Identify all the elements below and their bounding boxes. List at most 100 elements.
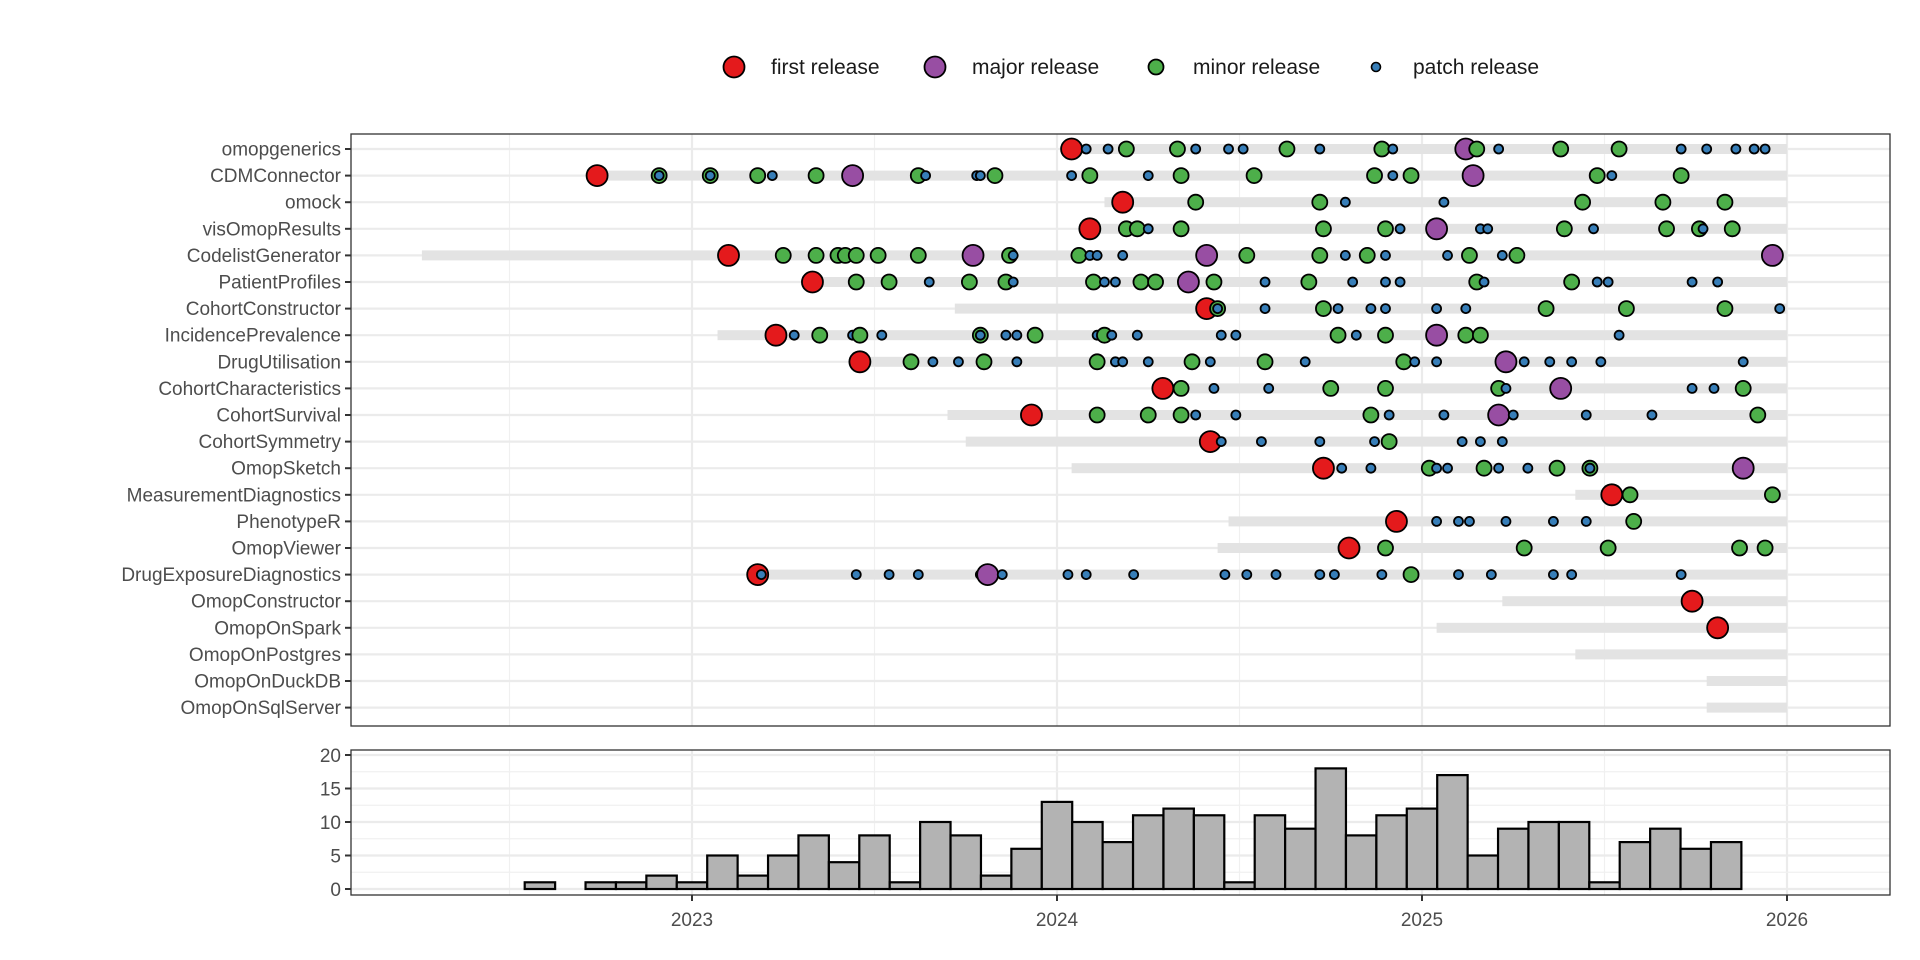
histogram-bar [797,834,830,891]
patch-release-point [1686,382,1698,394]
minor-release-point [1599,539,1617,557]
package-row [351,456,1890,480]
package-row [351,403,1890,427]
first-release-point [1060,137,1083,161]
patch-release-point [1602,276,1614,288]
patch-release-point [1387,170,1399,182]
first-release-point [1312,456,1335,480]
lifespan-bar [1436,622,1787,633]
patch-release-point [1431,516,1442,527]
patch-release-point [912,569,924,580]
first-release-point [1151,376,1175,400]
histogram-bar [766,854,800,891]
patch-release-point [1099,276,1110,288]
lifespan-bar [1071,144,1787,154]
minor-release-point [1749,406,1767,424]
patch-release-point [704,170,716,182]
patch-release-point [1759,143,1771,155]
package-label: CohortCharacteristics [158,379,341,400]
minor-release-point [1395,353,1413,371]
major-release-point [1761,243,1784,267]
patch-release-point [1270,569,1282,580]
histogram-bar [706,854,739,891]
minor-release-point [1366,167,1383,185]
minor-release-point [1716,300,1734,318]
minor-release-point [1461,246,1478,264]
minor-release-point [1172,379,1190,397]
major-release-point [1731,456,1755,480]
patch-release-point [1314,436,1326,448]
first-release-point [1078,217,1102,241]
timeline-panel: omopgenerics CDMConnector omock visOmopResu… [121,133,1891,727]
minor-release-point [1658,220,1675,238]
minor-release-point [1508,246,1526,264]
patch-release-point [927,356,939,368]
patch-release-point [996,569,1008,580]
patch-release-point [1299,356,1311,368]
minor-release-point [1472,326,1489,344]
patch-release-point [1453,516,1464,527]
patch-release-point [1117,249,1129,261]
patch-release-point [920,170,931,182]
patch-release-point [1314,569,1326,580]
minor-release-point [1183,353,1201,371]
patch-release-point [1675,569,1687,580]
timeline-panel-border [350,133,1891,727]
lifespan-bar [859,356,1787,367]
package-label: OmopConstructor [191,592,342,613]
patch-release-point [653,170,665,182]
histogram-bar [1101,840,1135,891]
minor-release-point [1621,486,1639,504]
patch-release-point [1456,436,1468,448]
patch-release-point [1062,569,1074,580]
histogram-bar [1466,854,1500,891]
patch-release-point [1380,249,1391,261]
histogram-bar [827,861,861,891]
patch-release-point [1011,356,1023,368]
patch-release-point [1230,409,1242,421]
patch-release-point [1460,303,1472,315]
histogram-bar [1588,881,1621,891]
patch-release-point [1566,569,1578,580]
first-release-point [1680,589,1704,613]
minor-release-point [1515,539,1533,557]
package-row [351,376,1890,400]
patch-release-point [1737,356,1749,368]
package-label: PatientProfiles [218,273,341,294]
minor-release-point [1377,539,1394,557]
patch-release-point [1438,196,1450,208]
patch-release-point [1584,462,1596,474]
histogram-bar [919,820,952,891]
x-tick-label: 2024 [1036,910,1079,931]
package-label: omopgenerics [222,140,341,161]
minor-release-point [1377,220,1394,238]
patch-release-point [1580,516,1592,527]
patch-release-point [1215,329,1227,341]
patch-release-point [1675,143,1687,155]
legend-label-major: major release [972,56,1099,79]
minor-release-point [1756,539,1774,557]
y-tick-label: 5 [330,847,341,868]
patch-release-point [788,329,800,341]
patch-release-point [1453,569,1464,580]
legend-item-first: first release [722,55,880,79]
patch-release-point [755,569,767,580]
patch-release-point [1365,462,1377,474]
minor-release-point [1147,273,1164,291]
histogram-y-axis: 0 5 10 15 20 [320,746,351,901]
patch-release-point [1708,382,1720,394]
patch-release-point [1128,569,1140,580]
patch-release-point [1350,329,1362,341]
package-label: CohortSymmetry [198,432,341,453]
minor-release-point [1563,273,1581,291]
minor-release-point [1300,273,1318,291]
package-row [351,616,1890,640]
patch-release-point [1701,143,1713,155]
histogram-bar [1314,767,1348,891]
histogram-bar [949,834,983,891]
patch-release-point [1500,516,1512,527]
package-label: OmopOnPostgres [189,645,341,666]
histogram-panel: 0 5 10 15 20 2023 2024 2025 2026 [320,746,1891,931]
minor-release-point [1654,193,1672,211]
